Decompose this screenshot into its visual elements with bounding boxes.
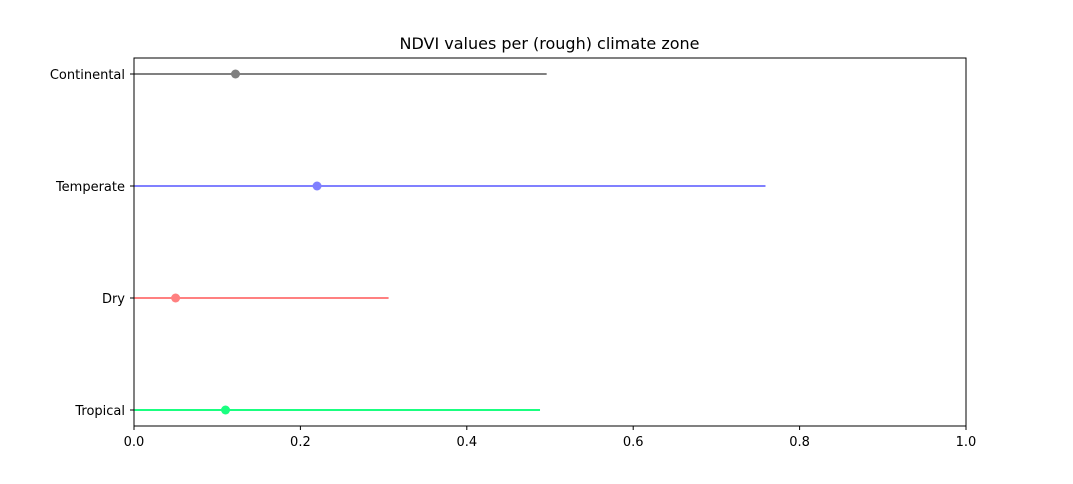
y-tick-label-tropical: Tropical	[74, 404, 125, 419]
y-tick-label-continental: Continental	[50, 68, 125, 83]
plot-area	[134, 69, 766, 415]
x-tick-label: 0.6	[623, 435, 644, 450]
chart-title: NDVI values per (rough) climate zone	[399, 34, 699, 53]
x-tick-label: 0.0	[124, 435, 145, 450]
x-tick-label: 0.4	[456, 435, 477, 450]
plot-frame	[133, 57, 967, 427]
x-axis: 0.0 0.2 0.4 0.6 0.8 1.0	[124, 426, 977, 450]
y-axis: Tropical Dry Temperate Continental	[50, 68, 134, 419]
x-tick-label: 1.0	[956, 435, 977, 450]
point-tropical	[221, 405, 231, 415]
y-tick-label-temperate: Temperate	[55, 180, 125, 195]
point-dry	[171, 293, 181, 303]
x-tick-label: 0.2	[290, 435, 311, 450]
point-temperate	[312, 181, 322, 191]
point-continental	[231, 69, 241, 79]
y-tick-label-dry: Dry	[102, 292, 125, 307]
x-tick-label: 0.8	[789, 435, 810, 450]
